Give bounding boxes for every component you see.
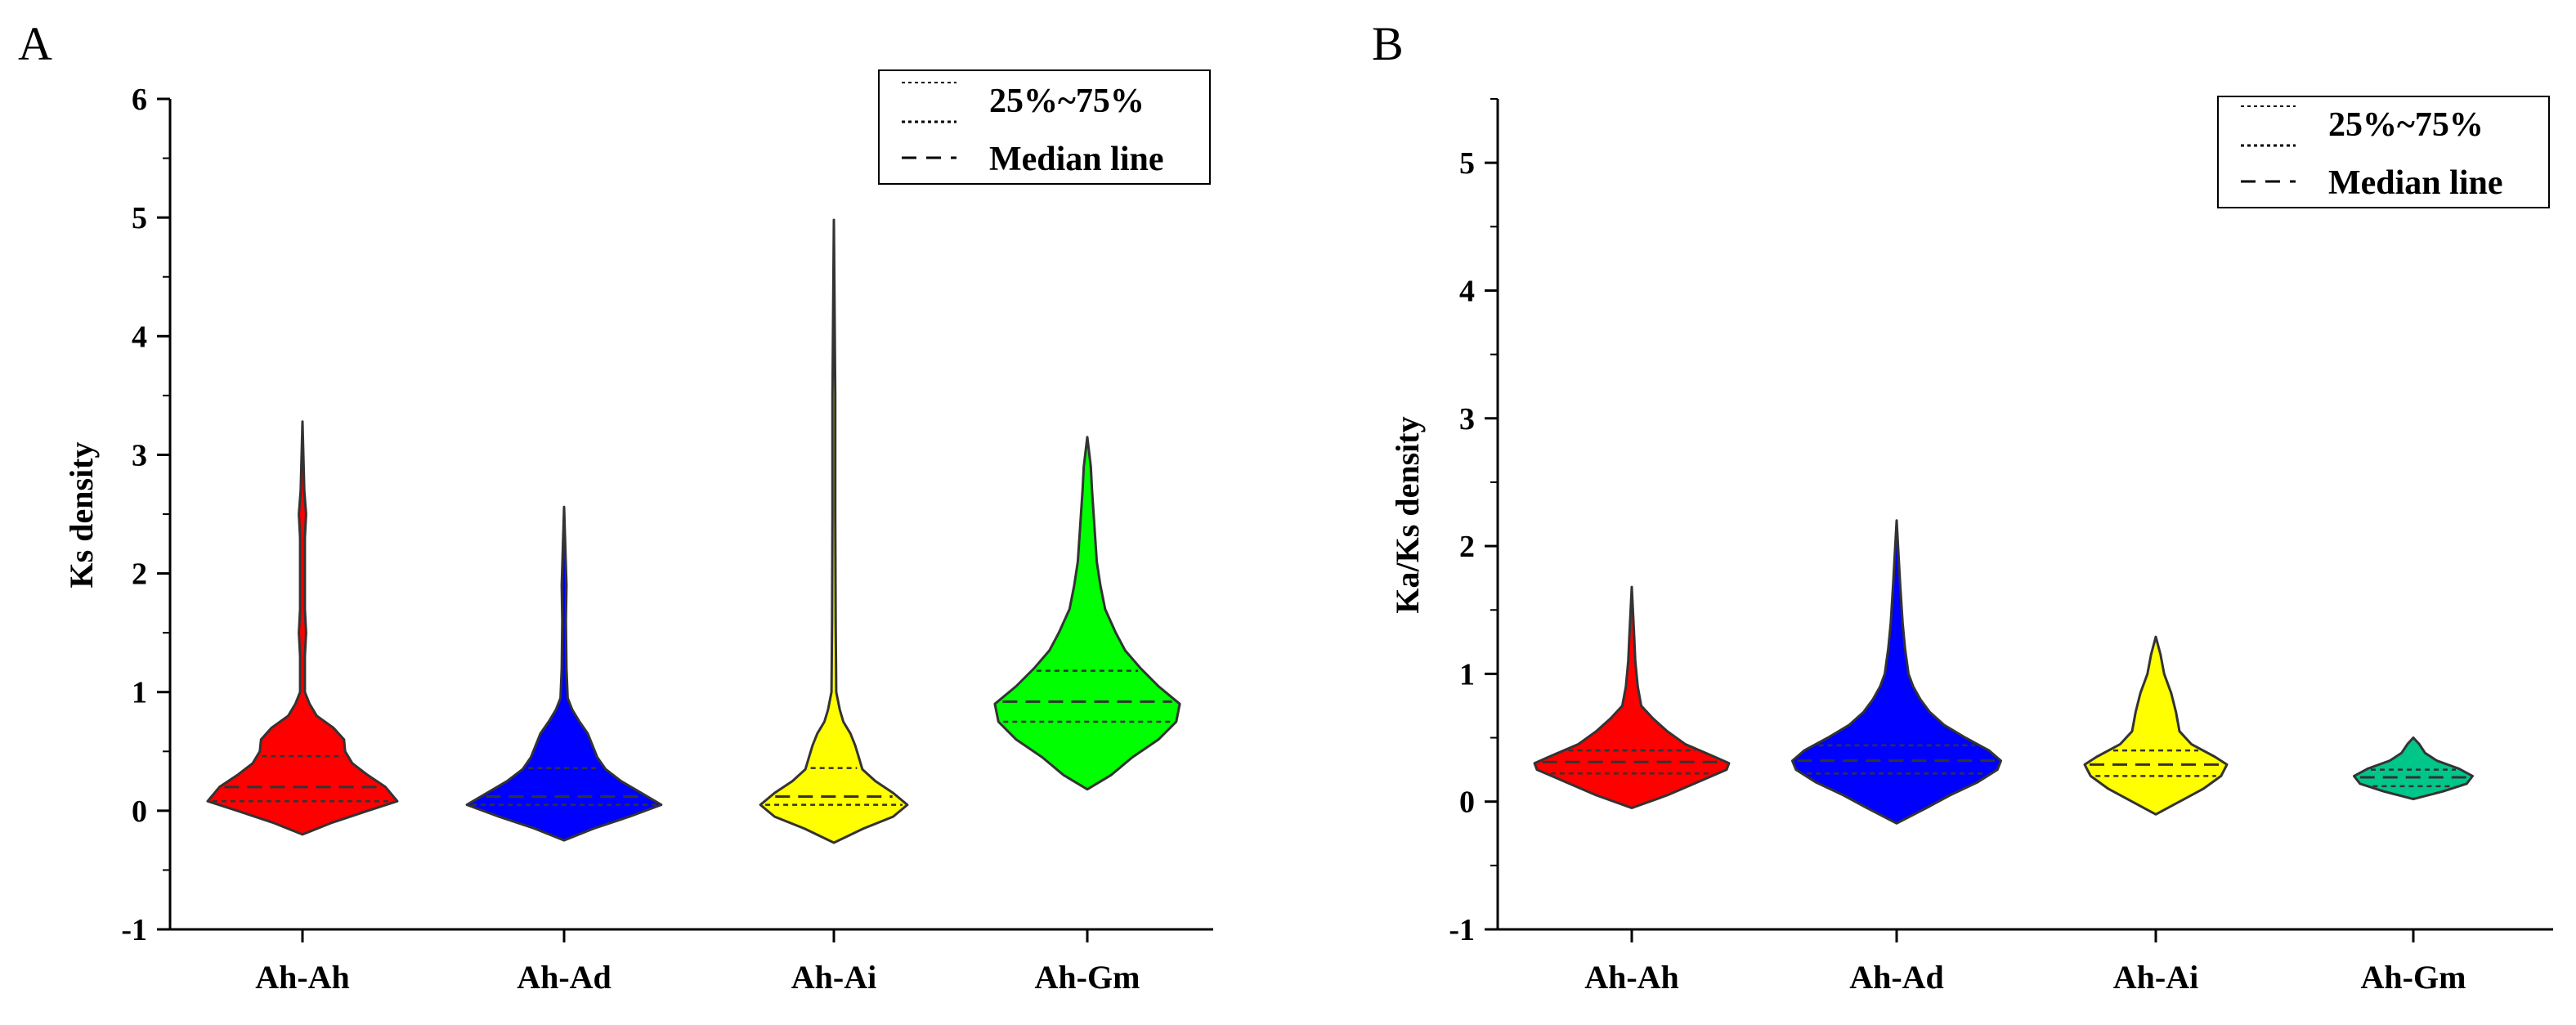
y-tick-label: -1 [121,913,147,947]
panel-b-letter: B [1372,17,1404,70]
x-tick-label: Ah-Ai [791,959,876,996]
y-tick-label: 5 [1459,146,1475,181]
y-tick-label: 4 [132,320,147,354]
panel-a-legend-box [878,69,1211,185]
x-tick-label: Ah-Gm [1035,959,1140,996]
violin-ah-ah [206,420,399,836]
violin-ah-ah [1533,585,1731,809]
x-tick-label: Ah-Ah [1584,959,1679,996]
y-tick-label: 0 [1459,786,1475,820]
panel-a-legend-quartile-label: 25%~75% [989,83,1145,120]
violin-ah-gm [2353,736,2474,801]
panel-a-y-axis-label: Ks density [63,442,100,589]
panel-a-plot: -1 0 1 2 3 4 5 6 Ah-Ah Ah-Ad Ah-Ai Ah-Gm [121,83,1213,996]
x-tick-label: Ah-Ah [255,959,350,996]
y-tick-label: 1 [132,676,147,710]
y-tick-label: 6 [132,83,147,117]
y-tick-label: 2 [132,557,147,592]
panel-a-legend: 25%~75% Median line [878,69,1211,185]
y-tick-label: 3 [132,438,147,472]
y-tick-label: -1 [1449,913,1475,947]
y-tick-label: 5 [132,201,147,235]
panel-a-letter: A [18,17,52,70]
panel-b-legend-quartile-label: 25%~75% [2328,106,2484,144]
violin-ah-gm [993,436,1181,791]
panel-b: B Ka/Ks density -1 0 1 2 3 4 5 Ah-Ah Ah-Ad Ah-Ai A… [1372,17,2553,996]
panel-b-legend: 25%~75% Median line [2217,96,2550,208]
y-tick-label: 2 [1459,530,1475,564]
violin-ah-ai [2083,635,2229,816]
y-tick-label: 0 [132,794,147,829]
x-tick-label: Ah-Ad [1849,959,1944,996]
panel-b-legend-box [2217,96,2550,208]
violin-ah-ai [759,218,909,844]
y-tick-label: 3 [1459,402,1475,436]
panel-a: A Ks density -1 0 1 2 3 4 5 6 Ah-Ah Ah-Ad Ah-Ai Ah-… [18,17,1213,996]
x-tick-label: Ah-Ad [517,959,612,996]
panel-a-legend-median-label: Median line [989,141,1164,178]
x-tick-label: Ah-Gm [2361,959,2466,996]
y-tick-label: 1 [1459,657,1475,692]
panel-b-y-axis-label: Ka/Ks density [1389,416,1426,613]
panel-b-plot: -1 0 1 2 3 4 5 Ah-Ah Ah-Ad Ah-Ai Ah-Gm [1449,98,2553,996]
violin-ah-ad [1790,519,2003,825]
violin-ah-ad [465,505,663,842]
panel-b-legend-median-label: Median line [2328,164,2503,202]
y-tick-label: 4 [1459,274,1475,308]
x-tick-label: Ah-Ai [2113,959,2198,996]
